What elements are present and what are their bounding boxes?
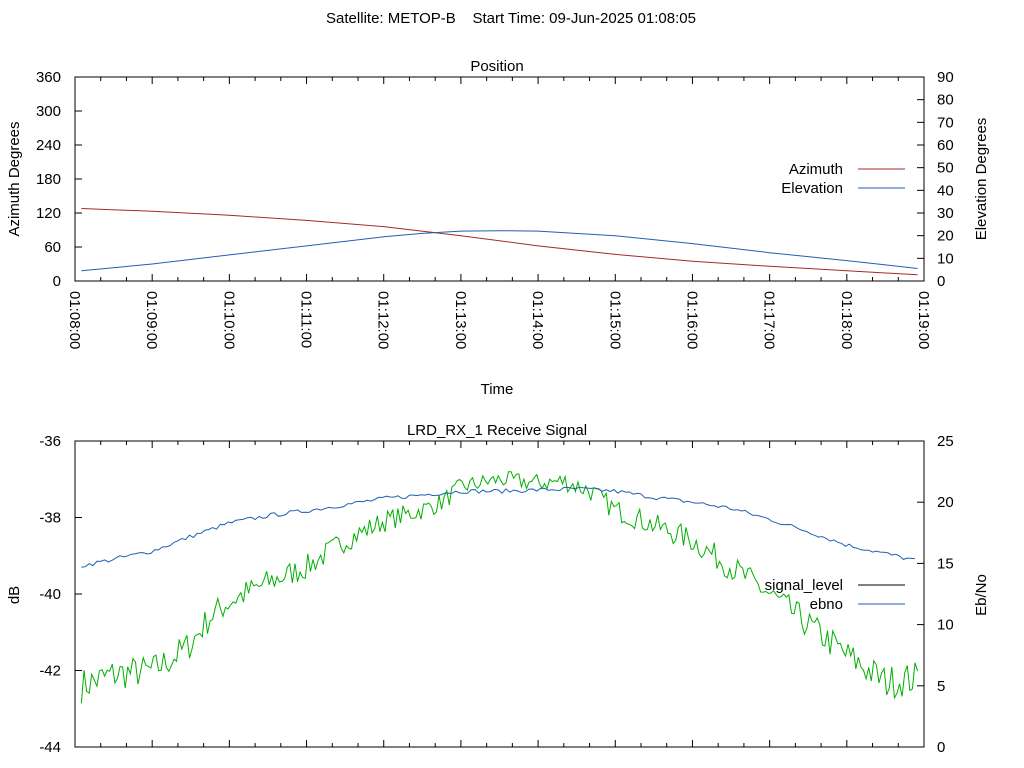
position-plot-frame [74, 76, 925, 282]
x-tick-label: 01:13:00 [452, 291, 469, 349]
x-tick-label: 01:11:00 [298, 291, 315, 348]
y-tick-label: -40 [39, 586, 61, 603]
y2-tick-label: 60 [937, 137, 954, 154]
y-tick-label: 60 [44, 239, 61, 256]
series-line-signal_level [80, 471, 919, 704]
x-tick-label: 01:17:00 [761, 291, 778, 349]
legend-label: Azimuth [789, 161, 843, 178]
y-tick-label: 240 [36, 137, 61, 154]
y2-tick-label: 0 [937, 739, 945, 756]
y2-tick-label: 70 [937, 114, 954, 131]
y2-tick-label: 5 [937, 678, 945, 695]
x-tick-label: 01:19:00 [915, 291, 932, 349]
position-chart-title: Position [470, 58, 523, 75]
legend-label: signal_level [765, 577, 843, 594]
receive-signal-plot-frame [74, 440, 925, 748]
position-x-axis-label: Time [481, 381, 514, 398]
series-line-ebno [81, 486, 916, 568]
y-tick-label: 120 [36, 205, 61, 222]
x-tick-label: 01:12:00 [375, 291, 392, 349]
legend-label: Elevation [781, 180, 843, 197]
y2-tick-label: 10 [937, 250, 954, 267]
y2-tick-label: 15 [937, 555, 954, 572]
x-tick-label: 01:08:00 [66, 291, 83, 349]
position-y2-axis-label: Elevation Degrees [973, 118, 990, 241]
y-tick-label: -42 [39, 663, 61, 680]
y2-tick-label: 0 [937, 273, 945, 290]
y-tick-label: 300 [36, 103, 61, 120]
position-chart: Position Azimuth Degrees Elevation Degre… [6, 58, 990, 398]
receive-signal-y2-axis-label: Eb/No [973, 574, 990, 616]
y2-tick-label: 20 [937, 228, 954, 245]
y-tick-label: 360 [36, 69, 61, 86]
position-tick-marks [74, 76, 925, 282]
x-tick-label: 01:14:00 [529, 291, 546, 349]
y-tick-label: 180 [36, 171, 61, 188]
y2-tick-label: 80 [937, 92, 954, 109]
x-tick-label: 01:09:00 [143, 291, 160, 349]
position-tick-labels: 01:08:00 01:09:00 01:10:00 01:11:00 01:12:00… [36, 69, 954, 349]
series-line-elevation [81, 230, 918, 272]
y2-tick-label: 25 [937, 433, 954, 450]
y-tick-label: -44 [39, 739, 61, 756]
series-line-azimuth [81, 208, 918, 276]
receive-signal-tick-labels: -44 -42 -40 -38 -36 0 5 10 15 20 25 [39, 433, 953, 756]
y2-tick-label: 90 [937, 69, 954, 86]
y-tick-label: -38 [39, 510, 61, 527]
position-legend: Azimuth Elevation [781, 161, 905, 197]
receive-signal-tick-marks [74, 440, 925, 748]
x-tick-label: 01:15:00 [606, 291, 623, 349]
x-tick-label: 01:16:00 [683, 291, 700, 349]
legend-label: ebno [810, 596, 843, 613]
y-tick-label: 0 [53, 273, 61, 290]
receive-signal-series [80, 471, 919, 704]
receive-signal-y-axis-label: dB [6, 586, 23, 604]
position-series [81, 208, 918, 276]
receive-signal-chart-title: LRD_RX_1 Receive Signal [407, 422, 587, 439]
position-y-axis-label: Azimuth Degrees [6, 121, 23, 236]
x-tick-label: 01:10:00 [220, 291, 237, 349]
y2-tick-label: 10 [937, 617, 954, 634]
y2-tick-label: 20 [937, 494, 954, 511]
y2-tick-label: 40 [937, 182, 954, 199]
figure-title: Satellite: METOP-B Start Time: 09-Jun-20… [326, 10, 696, 27]
y-tick-label: -36 [39, 433, 61, 450]
y2-tick-label: 30 [937, 205, 954, 222]
x-tick-label: 01:18:00 [838, 291, 855, 349]
receive-signal-chart: LRD_RX_1 Receive Signal dB Eb/No -44-42-… [6, 422, 990, 756]
y2-tick-label: 50 [937, 160, 954, 177]
